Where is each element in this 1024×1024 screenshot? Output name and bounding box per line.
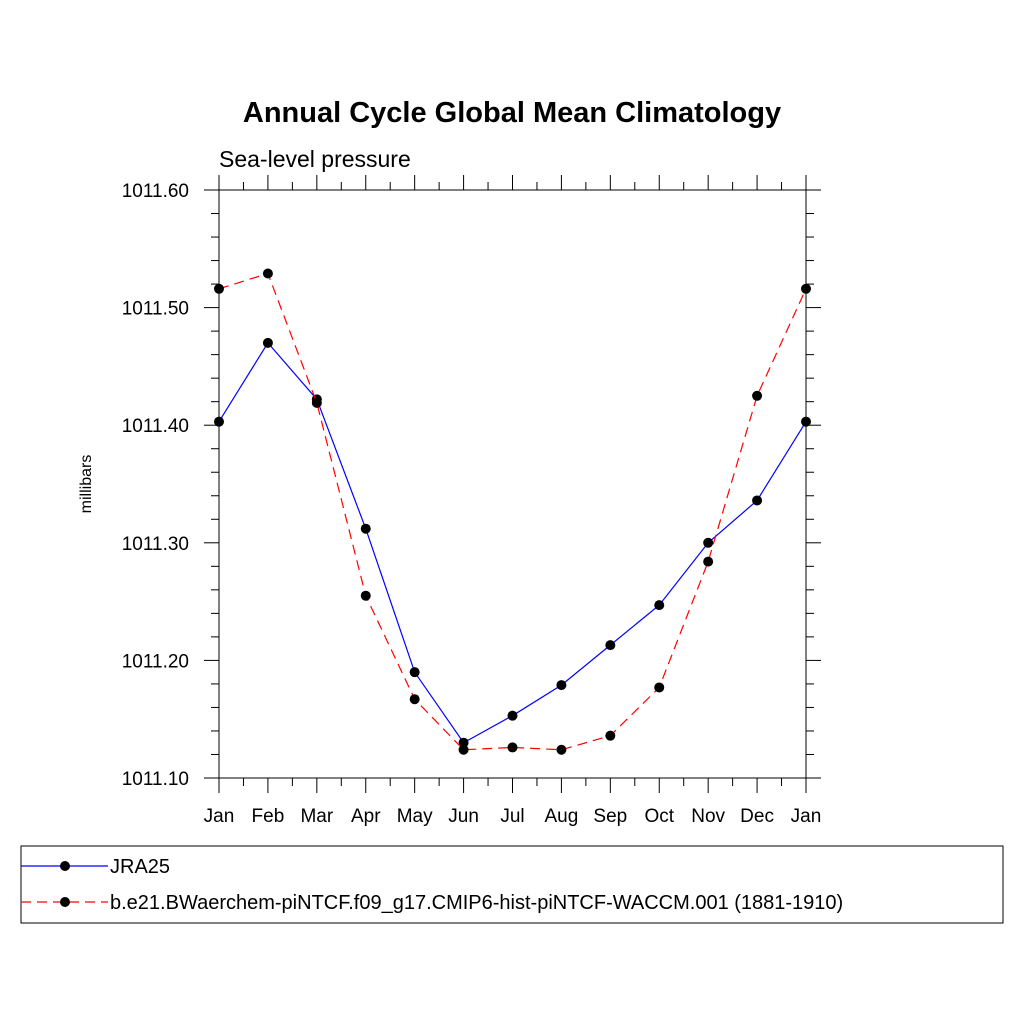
y-tick-label: 1011.60: [122, 181, 189, 202]
series-point: [458, 737, 469, 748]
y-tick-label: 1011.30: [122, 534, 189, 555]
legend-label: b.e21.BWaerchem-piNTCF.f09_g17.CMIP6-his…: [110, 892, 843, 914]
series-point: [262, 337, 273, 348]
x-tick-label: May: [397, 806, 433, 827]
legend-marker: [60, 897, 70, 907]
series-1: [214, 337, 811, 748]
x-tick-label: Jun: [448, 806, 479, 827]
plot-frame: [218, 189, 807, 779]
x-tick-label: Nov: [691, 806, 725, 827]
series-point: [360, 523, 371, 534]
x-tick-label: Jan: [204, 806, 235, 827]
x-tick-label: Apr: [351, 806, 381, 827]
chart-subtitle: Sea-level pressure: [219, 146, 411, 172]
series-point: [556, 680, 567, 691]
y-axis: 1011.10 1011.20 1011.30 1011.40 1011.50 1011.…: [122, 181, 821, 790]
series-point: [458, 744, 469, 755]
legend-box: [20, 845, 1004, 924]
series-point: [654, 682, 665, 693]
series-2: [214, 268, 811, 755]
x-tick-label: Feb: [252, 806, 285, 827]
y-tick-label: 1011.20: [122, 651, 189, 672]
series-point: [703, 556, 714, 567]
series-point: [801, 283, 811, 294]
legend-label: JRA25: [110, 856, 170, 878]
series-point: [605, 730, 616, 741]
series-layer: [214, 268, 811, 755]
x-tick-label: Oct: [644, 806, 674, 827]
series-point: [409, 694, 420, 705]
y-tick-label: 1011.10: [122, 769, 189, 790]
series-point: [214, 416, 224, 427]
x-tick-label: Dec: [740, 806, 774, 827]
y-axis-label: millibars: [78, 455, 95, 514]
series-line: [218, 272, 807, 751]
series-line: [218, 341, 807, 744]
series-point: [752, 390, 763, 401]
series-point: [214, 283, 224, 294]
series-point: [507, 742, 518, 753]
series-point: [311, 397, 322, 408]
series-point: [262, 268, 273, 279]
x-tick-label: Jul: [500, 806, 524, 827]
legend-marker: [60, 861, 70, 871]
x-tick-label: Sep: [593, 806, 627, 827]
series-point: [605, 640, 616, 651]
y-tick-label: 1011.50: [122, 299, 189, 320]
y-tick-label: 1011.40: [122, 416, 189, 437]
series-point: [507, 710, 518, 721]
series-point: [752, 495, 763, 506]
plot-border: [218, 189, 807, 779]
series-point: [556, 744, 567, 755]
chart-title: Annual Cycle Global Mean Climatology: [243, 97, 781, 129]
series-point: [703, 537, 714, 548]
series-point: [801, 416, 811, 427]
legend: JRA25 b.e21.BWaerchem-piNTCF.f09_g17.CMIP…: [20, 845, 1004, 924]
x-tick-label: Mar: [300, 806, 333, 827]
x-axis: Jan Feb Mar Apr May Jun Jul Aug Sep Oct Nov Dec Jan: [204, 175, 822, 827]
series-point: [654, 600, 665, 611]
x-tick-label: Jan: [791, 806, 822, 827]
x-tick-label: Aug: [545, 806, 579, 827]
series-point: [409, 667, 420, 678]
series-point: [360, 590, 371, 601]
